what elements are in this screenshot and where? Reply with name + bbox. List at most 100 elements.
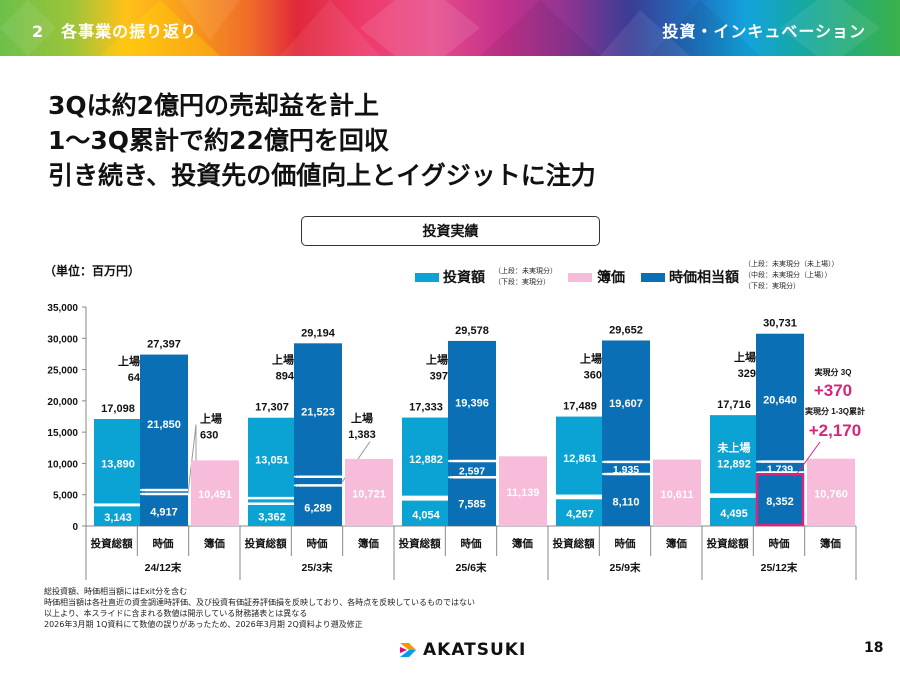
logo-mark-icon — [400, 643, 416, 657]
label-investment-realized: 4,054 — [412, 509, 440, 521]
label-market-realized: 7,585 — [458, 498, 486, 510]
label-book-value: 10,491 — [198, 489, 232, 501]
label-market-unlisted: 21,850 — [147, 419, 181, 431]
label-market-listed: 2,597 — [459, 465, 485, 477]
legend-note: （上段：未実現分（未上場）） — [744, 260, 839, 268]
section-label: 2 各事業の振り返り — [32, 22, 198, 41]
x-subcategory-label: 投資総額 — [245, 537, 287, 550]
label-investment-listed: 329 — [738, 368, 756, 380]
bar-market-listed — [448, 462, 496, 477]
legend-label-investment: 投資額 — [443, 270, 485, 286]
bar-market-realized — [756, 473, 804, 526]
bar-investment-realized — [248, 504, 296, 526]
bar-investment-listed — [248, 499, 296, 503]
label-market-total: 27,397 — [147, 339, 181, 351]
bar-market-realized — [294, 486, 342, 526]
akatsuki-logo: AKATSUKI — [399, 640, 526, 660]
label-investment-listed: 64 — [128, 372, 141, 384]
label-investment-realized: 3,362 — [258, 511, 286, 523]
label-investment-realized: 3,143 — [104, 512, 132, 524]
label-investment-listed-tag: 上場 — [272, 353, 294, 367]
y-tick-label: 5,000 — [53, 491, 78, 502]
annotation-value: +370 — [814, 381, 852, 400]
headline-line: 1～3Q累計で約22億円を回収 — [48, 126, 389, 155]
page-number: 18 — [864, 640, 884, 656]
bar-market-listed — [756, 462, 804, 472]
bar-market-listed — [140, 491, 188, 493]
x-subcategory-label: 時価 — [461, 537, 482, 550]
label-market-realized: 8,352 — [766, 496, 794, 508]
x-subcategory-label: 時価 — [153, 537, 174, 550]
bar-market-unlisted — [294, 343, 342, 476]
label-market-listed: 1,739 — [767, 463, 793, 475]
label-investment-total: 17,098 — [101, 403, 135, 415]
label-investment-listed: 894 — [276, 371, 295, 383]
label-investment-unrealized: 12,861 — [563, 453, 597, 465]
bar-market-realized — [602, 475, 650, 526]
bar-investment-unrealized — [710, 415, 758, 494]
header-banner: 2 各事業の振り返り 投資・インキュベーション — [0, 0, 900, 56]
annotation-value: +2,170 — [809, 421, 861, 440]
y-tick-label: 35,000 — [47, 303, 78, 314]
legend-note: （上段：未実現分） — [494, 267, 557, 275]
headline-line: 引き続き、投資先の価値向上とイグジットに注力 — [48, 161, 596, 190]
label-investment-unrealized: 13,051 — [255, 455, 289, 467]
label-investment-total: 17,489 — [563, 401, 597, 413]
label-book-value: 11,139 — [506, 487, 539, 499]
label-investment-listed: 397 — [430, 371, 448, 383]
label-market-realized: 6,289 — [304, 502, 332, 514]
label-investment-listed-tag: 上場 — [734, 350, 756, 364]
x-subcategory-label: 時価 — [615, 537, 636, 550]
logo-text: AKATSUKI — [423, 640, 527, 660]
label-market-total: 29,194 — [301, 327, 336, 339]
bar-investment-unrealized — [402, 417, 450, 496]
label-investment-listed-tag: 上場 — [426, 353, 448, 367]
label-investment-unrealized: 12,892 — [717, 458, 751, 470]
bar-market-unlisted — [756, 333, 804, 461]
label-market-listed: 630 — [200, 430, 218, 442]
label-investment-unrealized: 12,882 — [409, 454, 443, 466]
label-book-value: 10,760 — [814, 488, 848, 500]
label-book-value: 10,611 — [660, 489, 693, 501]
legend-swatch-book — [568, 273, 592, 282]
label-market-listed: 1,935 — [613, 464, 639, 476]
x-period-label: 25/12末 — [761, 561, 798, 574]
label-investment-realized: 4,495 — [720, 508, 748, 520]
label-market-listed-tag: 上場 — [351, 411, 373, 425]
label-market-unlisted: 20,640 — [763, 394, 797, 406]
label-investment-unrealized: 13,890 — [101, 458, 135, 470]
label-market-total: 30,731 — [763, 318, 797, 330]
bar-market-realized — [448, 478, 496, 526]
y-tick-label: 10,000 — [47, 459, 78, 470]
label-investment-total: 17,333 — [409, 402, 443, 414]
category-label: 投資・インキュベーション — [662, 22, 866, 41]
x-subcategory-label: 簿価 — [666, 537, 687, 550]
y-tick-label: 30,000 — [47, 334, 78, 345]
bar-market-unlisted — [448, 340, 496, 460]
x-period-label: 25/6末 — [456, 561, 487, 574]
x-subcategory-label: 簿価 — [358, 537, 379, 550]
x-subcategory-label: 時価 — [769, 537, 790, 550]
label-investment-total: 17,307 — [255, 402, 289, 414]
footnote: 時価相当額は各社直近の資金調達時評価、及び投資有価証券評価損を反映しており、各時… — [44, 598, 475, 607]
footnotes: 総投資額、時価相当額にはExit分を含む 時価相当額は各社直近の資金調達時評価、… — [44, 586, 475, 630]
y-tick-label: 0 — [72, 522, 78, 533]
label-market-unlisted: 19,396 — [455, 398, 489, 410]
bar-investment-unrealized — [248, 417, 296, 497]
bar-investment-realized — [402, 500, 450, 526]
bar-investment-realized — [710, 497, 758, 526]
chart-title: 投資実績 — [422, 224, 479, 240]
legend-swatch-market — [641, 273, 665, 282]
x-period-label: 24/12末 — [145, 561, 182, 574]
headline-line: 3Qは約2億円の売却益を計上 — [48, 91, 380, 120]
label-investment-unlisted-tag: 未上場 — [717, 440, 751, 454]
legend-note: （中段：未実現分（上場）） — [744, 271, 832, 279]
bar-book — [345, 458, 393, 526]
x-period-label: 25/9末 — [610, 561, 641, 574]
bar-investment-unrealized — [556, 416, 604, 495]
bar-investment-unrealized — [94, 419, 142, 504]
y-tick-label: 15,000 — [47, 428, 78, 439]
x-subcategory-label: 簿価 — [820, 537, 841, 550]
label-market-realized: 4,917 — [150, 507, 178, 519]
x-subcategory-label: 投資総額 — [707, 537, 749, 550]
